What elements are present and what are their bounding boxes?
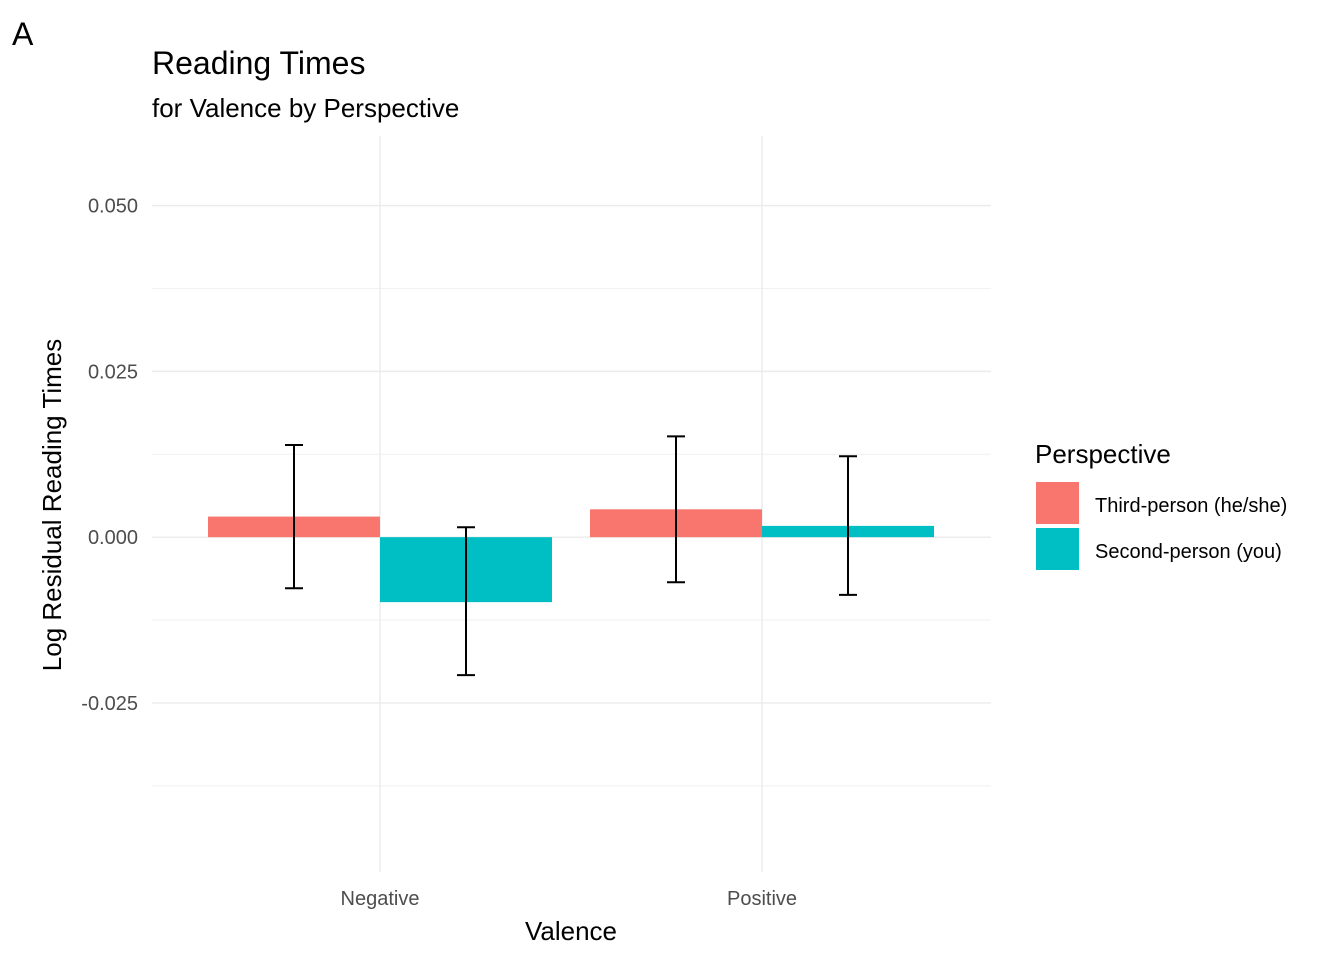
y-tick-label: -0.025 (81, 693, 138, 715)
panel-tag: A (12, 16, 34, 52)
errors-layer (285, 435, 857, 677)
error-bar (457, 526, 475, 677)
chart-title: Reading Times (152, 45, 365, 81)
legend-label: Second-person (you) (1095, 541, 1282, 563)
ticks-layer: 0.050 0.025 0.000 -0.025 Negative Positive (81, 196, 797, 910)
error-bar (667, 435, 685, 584)
y-tick-label: 0.000 (88, 527, 138, 549)
legend-key (1036, 482, 1079, 524)
legend-label: Third-person (he/she) (1095, 495, 1287, 517)
error-bar (285, 443, 303, 590)
legend: Perspective Third-person (he/she) Second-… (1035, 439, 1287, 570)
grid-layer (152, 136, 991, 872)
x-tick-label: Positive (727, 888, 797, 910)
legend-title: Perspective (1035, 439, 1171, 469)
bars-layer (208, 509, 934, 603)
y-tick-label: 0.050 (88, 196, 138, 218)
x-tick-label: Negative (341, 888, 420, 910)
legend-key (1036, 528, 1079, 570)
y-axis-title: Log Residual Reading Times (37, 339, 67, 671)
x-axis-title: Valence (525, 916, 617, 946)
chart-subtitle: for Valence by Perspective (152, 93, 459, 123)
y-tick-label: 0.025 (88, 361, 138, 383)
error-bar (839, 455, 857, 596)
